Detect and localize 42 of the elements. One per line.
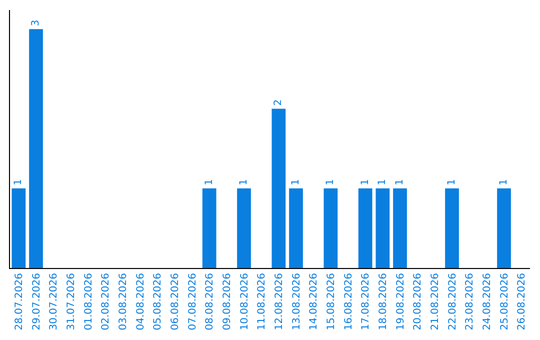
- x-tick-label: 22.08.2026: [447, 273, 458, 330]
- data-label: 2: [273, 99, 284, 106]
- data-label: 1: [377, 178, 388, 186]
- x-tick-label: 23.08.2026: [464, 273, 476, 330]
- data-label: 1: [290, 178, 302, 186]
- x-tick-label: 18.08.2026: [378, 273, 389, 330]
- x-tick-label: 11.08.2026: [256, 273, 268, 330]
- x-tick-label: 14.08.2026: [308, 273, 320, 330]
- x-tick-label: 26.08.2026: [516, 273, 528, 330]
- data-label: 1: [13, 178, 24, 186]
- data-label: 3: [30, 20, 42, 26]
- data-label: 1: [325, 178, 336, 186]
- x-tick-label: 07.08.2026: [187, 273, 198, 330]
- x-tick-label: 08.08.2026: [204, 273, 216, 330]
- data-label: 1: [360, 178, 371, 186]
- x-tick-label: 25.08.2026: [499, 273, 510, 330]
- x-tick-label: 28.07.2026: [14, 273, 25, 330]
- x-tick-label: 24.08.2026: [482, 273, 493, 330]
- x-tick-label: 03.08.2026: [118, 273, 129, 330]
- x-tick-label: 20.08.2026: [412, 273, 424, 330]
- data-label: 1: [446, 178, 458, 186]
- x-tick-label: 19.08.2026: [395, 273, 406, 330]
- x-tick-label: 06.08.2026: [170, 273, 181, 330]
- x-tick-label: 02.08.2026: [100, 273, 112, 330]
- x-tick-label: 30.07.2026: [48, 273, 60, 330]
- x-tick-label: 31.07.2026: [66, 273, 77, 330]
- data-label: 1: [498, 178, 510, 186]
- x-tick-label: 16.08.2026: [343, 273, 354, 330]
- x-tick-label: 01.08.2026: [83, 273, 94, 330]
- x-tick-label: 21.08.2026: [430, 273, 441, 330]
- data-label: 1: [204, 178, 215, 186]
- x-tick-label: 15.08.2026: [326, 273, 337, 330]
- x-tick-label: 17.08.2026: [360, 273, 372, 330]
- x-tick-label: 13.08.2026: [291, 273, 302, 330]
- x-tick-label: 05.08.2026: [152, 273, 164, 330]
- x-tick-label: 12.08.2026: [274, 273, 285, 330]
- data-label: 1: [238, 178, 250, 186]
- x-tick-label: 29.07.2026: [31, 273, 42, 330]
- x-tick-label: 09.08.2026: [222, 273, 233, 330]
- data-label: 1: [394, 178, 406, 186]
- x-tick-label: 04.08.2026: [135, 273, 146, 330]
- x-tick-label: 10.08.2026: [239, 273, 250, 330]
